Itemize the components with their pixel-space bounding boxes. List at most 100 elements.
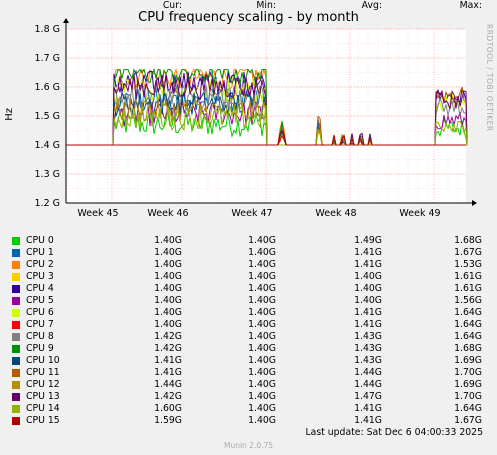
legend-swatch [12, 273, 20, 281]
legend-swatch [12, 417, 20, 425]
legend-avg: 1.44G [354, 379, 382, 390]
legend-cur: 1.40G [154, 271, 182, 282]
legend-name: CPU 3 [26, 271, 54, 282]
legend-min: 1.40G [248, 307, 276, 318]
legend-cur: 1.41G [154, 355, 182, 366]
legend-min: 1.40G [248, 343, 276, 354]
legend-swatch [12, 309, 20, 317]
legend-swatch [12, 237, 20, 245]
legend-avg: 1.41G [354, 319, 382, 330]
legend-avg: 1.47G [354, 391, 382, 402]
legend-swatch [12, 357, 20, 365]
legend-row: CPU 12 1.44G 1.40G 1.44G 1.69G [0, 379, 497, 391]
legend-min: 1.40G [248, 247, 276, 258]
series-line-cpu-9 [66, 67, 466, 146]
y-tick-label: 1.3 G [35, 169, 61, 180]
y-tick-label: 1.2 G [35, 198, 61, 209]
legend-avg: 1.49G [354, 235, 382, 246]
legend-cur: 1.42G [154, 331, 182, 342]
legend-max: 1.70G [454, 391, 482, 402]
legend-cur: 1.40G [154, 295, 182, 306]
munin-version: Munin 2.0.75 [223, 441, 274, 450]
legend-swatch [12, 285, 20, 293]
legend-swatch [12, 333, 20, 341]
legend-name: CPU 2 [26, 259, 54, 270]
legend-name: CPU 10 [26, 355, 60, 366]
legend-cur: 1.40G [154, 259, 182, 270]
legend-avg: 1.44G [354, 367, 382, 378]
legend-swatch [12, 261, 20, 269]
legend-cur: 1.40G [154, 247, 182, 258]
legend-name: CPU 5 [26, 295, 54, 306]
legend-min: 1.40G [248, 367, 276, 378]
legend-row: CPU 8 1.42G 1.40G 1.43G 1.64G [0, 331, 497, 343]
x-tick-label: Week 45 [77, 208, 118, 219]
axes [63, 18, 477, 206]
legend-avg: 1.41G [354, 307, 382, 318]
legend-max: 1.70G [454, 367, 482, 378]
x-tick-label: Week 48 [315, 208, 356, 219]
y-tick-label: 1.6 G [35, 82, 61, 93]
legend-name: CPU 9 [26, 343, 54, 354]
legend-avg: 1.41G [354, 259, 382, 270]
legend-cur: 1.40G [154, 307, 182, 318]
legend-row: CPU 3 1.40G 1.40G 1.40G 1.61G [0, 271, 497, 283]
legend-name: CPU 6 [26, 307, 54, 318]
legend-max: 1.53G [454, 259, 482, 270]
legend-cur: 1.44G [154, 379, 182, 390]
last-update: Last update: Sat Dec 6 04:00:33 2025 [305, 427, 483, 438]
legend-row: CPU 5 1.40G 1.40G 1.40G 1.56G [0, 295, 497, 307]
legend-name: CPU 11 [26, 367, 60, 378]
legend-avg: 1.40G [354, 283, 382, 294]
legend-row: CPU 7 1.40G 1.40G 1.41G 1.64G [0, 319, 497, 331]
legend-cur: 1.40G [154, 319, 182, 330]
legend-row: CPU 2 1.40G 1.40G 1.41G 1.53G [0, 259, 497, 271]
series-line-cpu-2 [66, 67, 466, 146]
legend-row: CPU 0 1.40G 1.40G 1.49G 1.68G [0, 235, 497, 247]
legend-max: 1.64G [454, 307, 482, 318]
legend-avg: 1.40G [354, 295, 382, 306]
legend-cur: 1.41G [154, 367, 182, 378]
x-tick-label: Week 47 [231, 208, 272, 219]
legend-header-min: Min: [256, 0, 276, 11]
legend-row: CPU 14 1.60G 1.40G 1.41G 1.64G [0, 403, 497, 415]
legend-row: CPU 10 1.41G 1.40G 1.43G 1.69G [0, 355, 497, 367]
y-tick-label: 1.8 G [35, 24, 61, 35]
legend-header-avg: Avg: [361, 0, 382, 11]
legend-cur: 1.42G [154, 343, 182, 354]
legend-max: 1.68G [454, 343, 482, 354]
legend-cur: 1.40G [154, 283, 182, 294]
legend-avg: 1.43G [354, 331, 382, 342]
legend-min: 1.40G [248, 331, 276, 342]
legend-max: 1.61G [454, 271, 482, 282]
legend-min: 1.40G [248, 295, 276, 306]
legend-avg: 1.41G [354, 403, 382, 414]
legend-avg: 1.41G [354, 247, 382, 258]
legend-name: CPU 14 [26, 403, 60, 414]
x-axis-arrow [472, 200, 477, 206]
y-tick-label: 1.5 G [35, 111, 61, 122]
legend-swatch [12, 393, 20, 401]
legend-swatch [12, 405, 20, 413]
legend-min: 1.40G [248, 379, 276, 390]
legend-avg: 1.43G [354, 355, 382, 366]
legend-swatch [12, 345, 20, 353]
legend-swatch [12, 369, 20, 377]
legend-max: 1.64G [454, 331, 482, 342]
legend-name: CPU 8 [26, 331, 54, 342]
legend-min: 1.40G [248, 391, 276, 402]
legend-cur: 1.40G [154, 235, 182, 246]
series-lines [66, 67, 468, 146]
series-line-cpu-15 [66, 129, 466, 146]
legend-max: 1.56G [454, 295, 482, 306]
legend-max: 1.69G [454, 355, 482, 366]
legend-header-max: Max: [459, 0, 482, 11]
legend-name: CPU 7 [26, 319, 54, 330]
x-tick-label: Week 46 [147, 208, 188, 219]
legend-min: 1.40G [248, 283, 276, 294]
legend-max: 1.67G [454, 247, 482, 258]
legend-avg: 1.43G [354, 343, 382, 354]
legend-min: 1.40G [248, 319, 276, 330]
legend-cur: 1.42G [154, 391, 182, 402]
